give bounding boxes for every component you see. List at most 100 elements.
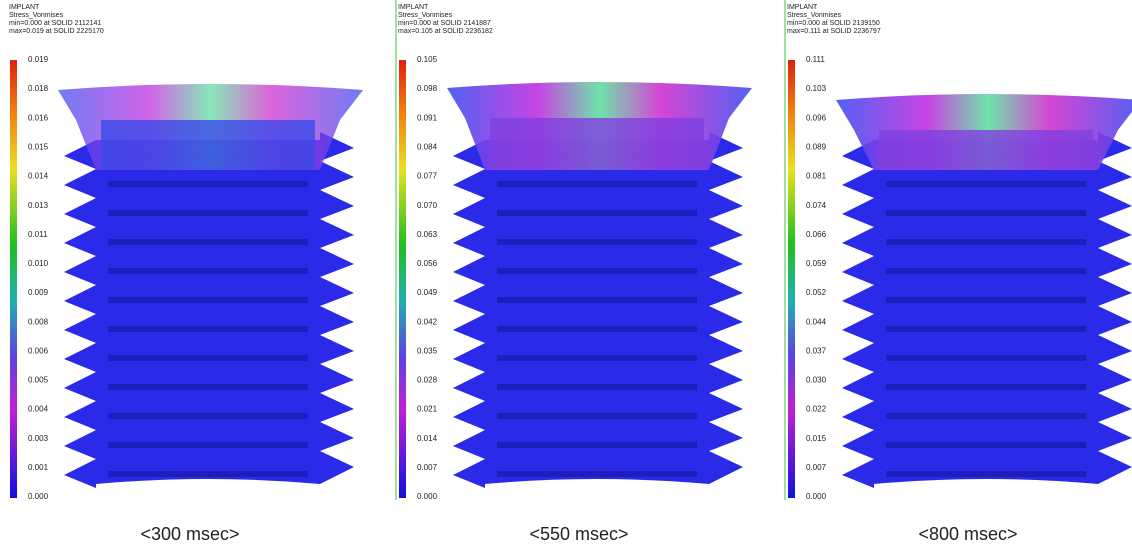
scale-label: 0.000	[28, 492, 49, 501]
scale-label: 0.089	[806, 143, 827, 152]
scale-label: 0.063	[417, 230, 438, 239]
thread-groove	[108, 355, 308, 361]
scale-label: 0.021	[417, 405, 438, 414]
thread-groove	[108, 297, 308, 303]
scale-label: 0.111	[806, 55, 825, 64]
thread-groove	[497, 297, 697, 303]
header-line: Stress_Vonmises	[9, 12, 64, 19]
header-line: max=0.105 at SOLID 2236182	[398, 28, 493, 35]
caption: <300 msec>	[140, 524, 239, 544]
scale-label: 0.010	[28, 259, 49, 268]
thread-groove	[886, 413, 1086, 419]
thread-groove	[886, 210, 1086, 216]
scale-label: 0.091	[417, 113, 438, 122]
scale-label: 0.014	[28, 172, 49, 181]
thread-groove	[497, 355, 697, 361]
scale-label: 0.001	[28, 463, 49, 472]
thread-groove	[886, 181, 1086, 187]
header-line: IMPLANT	[9, 4, 40, 11]
scale-label: 0.084	[417, 143, 438, 152]
header-line: min=0.000 at SOLID 2139150	[787, 20, 880, 27]
scale-label: 0.015	[806, 434, 827, 443]
scale-label: 0.015	[28, 143, 49, 152]
thread-groove	[497, 471, 697, 477]
thread-groove	[497, 413, 697, 419]
scale-label: 0.003	[28, 434, 49, 443]
scale-label: 0.000	[806, 492, 827, 501]
caption: <550 msec>	[529, 524, 628, 544]
scale-label: 0.004	[28, 405, 49, 414]
scale-label: 0.049	[417, 288, 438, 297]
header-line: IMPLANT	[398, 4, 429, 11]
thread-groove	[886, 355, 1086, 361]
scale-label: 0.007	[806, 463, 827, 472]
scale-label: 0.013	[28, 201, 49, 210]
scale-label: 0.005	[28, 376, 49, 385]
color-bar	[399, 60, 406, 498]
scale-label: 0.037	[806, 346, 827, 355]
thread-groove	[108, 413, 308, 419]
color-bar	[10, 60, 17, 498]
thread-groove	[108, 210, 308, 216]
scale-label: 0.052	[806, 288, 827, 297]
caption: <800 msec>	[918, 524, 1017, 544]
figure: IMPLANTStress_Vonmisesmin=0.000 at SOLID…	[0, 0, 1132, 548]
header-line: min=0.000 at SOLID 2112141	[9, 20, 101, 27]
thread-groove	[497, 442, 697, 448]
scale-label: 0.019	[28, 55, 49, 64]
thread-groove	[886, 384, 1086, 390]
scale-label: 0.011	[28, 230, 48, 239]
header-line: IMPLANT	[787, 4, 818, 11]
thread-groove	[886, 297, 1086, 303]
thread-groove	[108, 442, 308, 448]
thread-groove	[886, 442, 1086, 448]
implant-collar	[101, 120, 315, 170]
header-line: min=0.000 at SOLID 2141887	[398, 20, 491, 27]
scale-label: 0.016	[28, 113, 49, 122]
scale-label: 0.096	[806, 113, 827, 122]
thread-groove	[497, 326, 697, 332]
thread-groove	[497, 268, 697, 274]
scale-label: 0.098	[417, 84, 438, 93]
header-line: max=0.019 at SOLID 2225170	[9, 28, 104, 35]
scale-label: 0.044	[806, 317, 827, 326]
thread-groove	[108, 181, 308, 187]
scale-label: 0.105	[417, 55, 438, 64]
scale-label: 0.000	[417, 492, 438, 501]
scale-label: 0.009	[28, 288, 49, 297]
thread-groove	[886, 239, 1086, 245]
implant-collar	[879, 130, 1093, 170]
scale-label: 0.042	[417, 317, 438, 326]
scale-label: 0.066	[806, 230, 827, 239]
thread-groove	[108, 326, 308, 332]
header-line: Stress_Vonmises	[398, 12, 453, 19]
scale-label: 0.022	[806, 405, 827, 414]
thread-groove	[497, 181, 697, 187]
scale-label: 0.081	[806, 172, 827, 181]
thread-groove	[108, 239, 308, 245]
thread-groove	[886, 268, 1086, 274]
thread-groove	[886, 471, 1086, 477]
scale-label: 0.059	[806, 259, 827, 268]
scale-label: 0.008	[28, 317, 49, 326]
scale-label: 0.035	[417, 346, 438, 355]
scale-label: 0.006	[28, 346, 49, 355]
scale-label: 0.103	[806, 84, 827, 93]
header-line: max=0.111 at SOLID 2236797	[787, 28, 881, 35]
thread-groove	[497, 239, 697, 245]
scale-label: 0.018	[28, 84, 49, 93]
implant-collar	[490, 118, 704, 170]
thread-groove	[108, 268, 308, 274]
thread-groove	[497, 384, 697, 390]
color-bar	[788, 60, 795, 498]
page: IMPLANTStress_Vonmisesmin=0.000 at SOLID…	[0, 0, 1132, 548]
thread-groove	[108, 471, 308, 477]
scale-label: 0.074	[806, 201, 827, 210]
thread-groove	[886, 326, 1086, 332]
scale-label: 0.077	[417, 172, 438, 181]
thread-groove	[108, 384, 308, 390]
thread-groove	[497, 210, 697, 216]
